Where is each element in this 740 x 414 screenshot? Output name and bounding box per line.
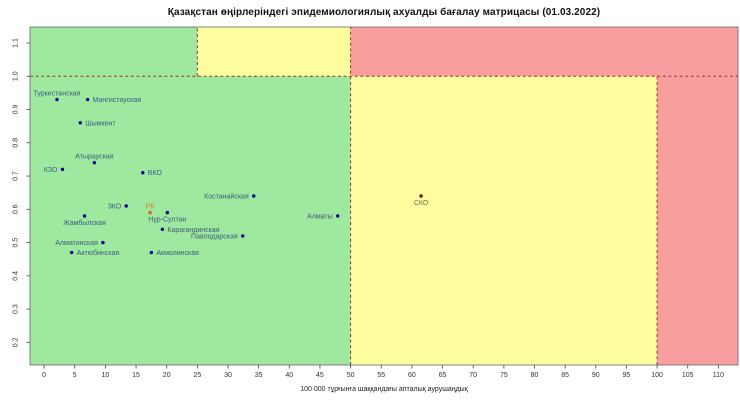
data-point (160, 227, 165, 231)
data-point (78, 121, 82, 125)
y-tick-label: 0.2 (13, 337, 20, 347)
risk-zone-red (657, 76, 738, 366)
y-tick-label: 1.0 (13, 71, 20, 81)
data-point (336, 214, 340, 218)
point-label: Алматинская (55, 240, 98, 247)
point-label: Шымкент (85, 120, 116, 127)
x-tick-label: 40 (285, 372, 293, 379)
point-label: Павлодарская (191, 233, 238, 240)
data-point (241, 234, 245, 238)
data-point (92, 161, 97, 165)
x-tick-label: 25 (193, 372, 201, 379)
data-point (165, 210, 170, 215)
x-tick-label: 10 (101, 372, 109, 379)
x-axis-label: 100 000 тұрғынға шаққандағы апталық ауру… (300, 386, 468, 393)
point-label: Нур-Султан (148, 217, 186, 224)
y-tick-label: 0.5 (13, 238, 20, 248)
point-label: Жамбылская (63, 219, 106, 227)
x-tick-label: 50 (347, 372, 355, 379)
y-tick-label: 1.1 (12, 38, 19, 48)
data-point (252, 194, 256, 198)
risk-zone-red (350, 27, 738, 77)
risk-zone-green (30, 76, 351, 366)
x-tick-label: 20 (163, 372, 171, 379)
data-point (101, 240, 105, 245)
risk-zone-yellow (197, 27, 351, 77)
point-label: РК (146, 204, 156, 211)
data-point (141, 171, 145, 175)
x-tick-label: 35 (255, 372, 263, 379)
data-point (85, 97, 90, 102)
x-tick-label: 55 (377, 372, 385, 379)
x-tick-label: 85 (561, 372, 569, 379)
data-point (149, 250, 154, 255)
y-tick-label: 0.6 (13, 204, 20, 214)
point-label: КЗО (44, 167, 58, 174)
point-label: Атырауская (75, 154, 113, 161)
point-label: Туркестанская (33, 91, 80, 98)
point-label: ВКО (148, 170, 163, 177)
x-tick-label: 60 (408, 372, 416, 379)
data-point (82, 214, 87, 218)
y-tick-label: 0.3 (13, 304, 20, 314)
point-label: Мангистауская (93, 97, 142, 104)
y-tick-label: 0.9 (13, 105, 20, 115)
x-tick-label: 15 (132, 372, 140, 379)
point-label: ЗКО (108, 203, 122, 210)
x-tick-label: 75 (500, 372, 508, 379)
x-tick-label: 70 (469, 372, 477, 379)
y-tick-label: 0.8 (13, 138, 20, 148)
chart-title: Қазақстан өңірлеріндегі эпидемиологиялық… (167, 7, 601, 18)
y-tick-label: 0.4 (13, 271, 20, 281)
x-tick-label: 80 (531, 372, 539, 379)
x-tick-label: 110 (713, 372, 724, 379)
risk-zone-green (30, 27, 198, 77)
x-tick-label: 95 (623, 372, 631, 379)
x-tick-label: 65 (439, 372, 447, 379)
plot-frame (29, 26, 739, 366)
x-tick-label: 45 (316, 372, 324, 379)
x-tick-label: 30 (224, 372, 232, 379)
y-tick-label: 0.7 (13, 171, 20, 181)
point-label: Костанайская (204, 193, 249, 201)
data-point (124, 204, 128, 208)
point-label: Алматы (307, 213, 333, 220)
data-point (419, 194, 423, 198)
x-tick-label: 105 (682, 372, 694, 379)
data-point (148, 210, 152, 215)
point-label: СКО (414, 200, 429, 207)
x-tick-label: 0 (42, 372, 46, 379)
risk-zone-yellow (350, 76, 658, 366)
point-label: Актюбинская (77, 249, 120, 257)
point-label: Акмолинская (156, 250, 199, 257)
data-point (60, 167, 65, 172)
data-point (55, 97, 59, 102)
x-tick-label: 100 (651, 372, 663, 379)
x-tick-label: 90 (592, 372, 600, 379)
x-tick-label: 5 (73, 372, 77, 379)
point-label: Карагандинская (167, 227, 219, 234)
data-point (69, 250, 74, 255)
